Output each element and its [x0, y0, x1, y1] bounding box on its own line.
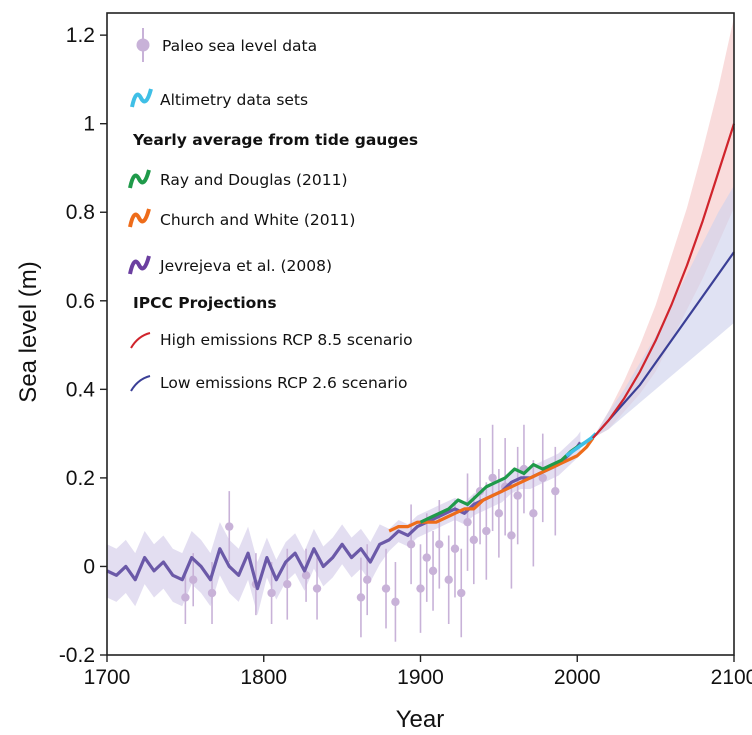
series-lines	[106, 123, 736, 591]
legend-high-swatch	[130, 332, 151, 349]
paleo-point	[551, 486, 560, 496]
y-tick-label: 0.2	[66, 467, 95, 490]
paleo-point	[189, 575, 198, 584]
paleo-point	[363, 575, 372, 584]
paleo-point	[391, 597, 400, 607]
paleo-point	[283, 579, 292, 589]
x-tick-label: 2000	[554, 666, 601, 689]
paleo-point	[538, 473, 547, 483]
paleo-data-points	[181, 424, 560, 642]
y-tick-label: 0	[83, 555, 95, 578]
paleo-point	[450, 544, 460, 553]
paleo-point	[494, 509, 504, 518]
y-axis-title: Sea level (m)	[15, 261, 42, 402]
paleo-point	[435, 540, 444, 549]
y-tick-label: 1	[83, 113, 95, 136]
paleo-point	[416, 584, 425, 593]
rcp85-line	[592, 123, 736, 439]
paleo-point	[225, 522, 234, 531]
paleo-point	[356, 593, 366, 602]
x-tick-label: 1900	[397, 666, 444, 689]
legend-ipcc-header: IPCC Projections	[133, 294, 277, 312]
paleo-point	[207, 588, 217, 598]
legend-church-label: Church and White (2011)	[160, 211, 355, 229]
x-tick-label: 2100	[711, 666, 752, 689]
y-tick-label: 1.2	[66, 24, 95, 47]
legend-paleo-marker	[136, 38, 150, 52]
paleo-point	[381, 584, 391, 593]
ray-douglas-line	[419, 441, 586, 524]
legend-low-label: Low emissions RCP 2.6 scenario	[160, 374, 407, 392]
y-tick-label: 0.8	[66, 201, 95, 224]
y-tick-label: 0.6	[66, 290, 95, 313]
paleo-point	[267, 588, 276, 598]
x-tick-label: 1800	[240, 666, 287, 689]
x-axis-title: Year	[396, 706, 445, 733]
y-tick-label: -0.2	[59, 644, 95, 667]
paleo-point	[428, 566, 438, 576]
paleo-point	[529, 509, 538, 518]
legend-high-label: High emissions RCP 8.5 scenario	[160, 331, 413, 349]
jevrejeva-uncertainty-band	[107, 431, 581, 616]
paleo-point	[463, 517, 472, 527]
paleo-point	[181, 593, 190, 602]
x-tick-label: 1700	[84, 666, 131, 689]
y-axis-ticks: -0.2 0 0.2 0.4 0.6 0.8 1 1.2	[59, 24, 107, 667]
legend-ray-swatch	[128, 169, 151, 189]
uncertainty-bands	[107, 17, 734, 616]
legend-low-swatch	[130, 375, 151, 392]
x-axis-ticks: 1700 1800 1900 2000 2100	[84, 655, 752, 689]
legend: Paleo sea level data Altimetry data sets…	[128, 28, 418, 392]
paleo-point	[507, 531, 516, 540]
paleo-point	[469, 535, 478, 545]
legend-altimetry-swatch	[130, 88, 153, 108]
legend-altimetry-label: Altimetry data sets	[160, 91, 308, 109]
legend-jevrejeva-swatch	[128, 255, 151, 275]
paleo-point	[488, 473, 497, 483]
paleo-point	[513, 491, 522, 500]
paleo-point	[312, 584, 322, 593]
legend-church-swatch	[128, 208, 151, 228]
paleo-point	[422, 553, 431, 562]
paleo-point	[482, 526, 491, 536]
y-tick-label: 0.4	[66, 378, 96, 401]
paleo-point	[406, 540, 416, 549]
legend-jevrejeva-label: Jevrejeva et al. (2008)	[159, 257, 332, 275]
rcp26-line	[592, 251, 735, 439]
paleo-point	[444, 575, 453, 584]
paleo-point	[301, 571, 311, 580]
legend-ray-label: Ray and Douglas (2011)	[160, 171, 348, 189]
jevrejeva-line	[106, 441, 582, 591]
legend-tide-header: Yearly average from tide gauges	[132, 131, 418, 149]
paleo-point	[457, 588, 466, 598]
legend-paleo-label: Paleo sea level data	[162, 37, 317, 55]
rcp26-uncertainty-band	[592, 185, 734, 439]
